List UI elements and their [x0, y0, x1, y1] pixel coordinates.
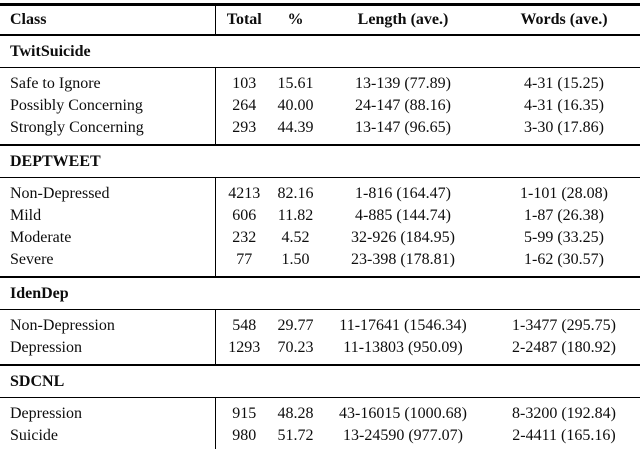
cell-total: 4213: [214, 177, 273, 205]
cell-length: 13-24590 (977.07): [343, 427, 463, 444]
section-title: SDCNL: [0, 364, 640, 398]
col-header-length: Length (ave.): [318, 4, 488, 36]
cell-class: Strongly Concerning: [10, 119, 144, 136]
col-header-total: Total: [214, 4, 273, 36]
cell-class: Depression: [10, 405, 82, 422]
cell-words: 1-62 (30.57): [524, 251, 604, 268]
cell-length: 32-926 (184.95): [351, 229, 455, 246]
cell-total: 548: [214, 309, 273, 337]
cell-words: 1-101 (28.08): [520, 185, 608, 202]
dataset-statistics-table: Class Total % Length (ave.) Words (ave.)…: [0, 3, 640, 449]
col-header-words: Words (ave.): [488, 4, 640, 36]
cell-percent: 1.50: [281, 251, 310, 268]
cell-length: 24-147 (88.16): [355, 97, 451, 114]
cell-length: 23-398 (178.81): [351, 251, 455, 268]
table-row: Severe 77 1.50 23-398 (178.81) 1-62 (30.…: [0, 249, 640, 277]
cell-class: Safe to Ignore: [10, 75, 101, 92]
header-row: Class Total % Length (ave.) Words (ave.): [0, 4, 640, 36]
table-row: Strongly Concerning 293 44.39 13-147 (96…: [0, 117, 640, 145]
cell-percent: 29.77: [277, 317, 314, 334]
col-header-class: Class: [0, 4, 215, 36]
section-header-row: SDCNL: [0, 364, 640, 398]
table-header: Class Total % Length (ave.) Words (ave.): [0, 4, 640, 36]
cell-class: Depression: [10, 339, 82, 356]
cell-total: 264: [214, 95, 273, 117]
cell-total: 1293: [214, 337, 273, 365]
cell-total: 77: [214, 249, 273, 277]
section-twitsuicide: TwitSuicide Safe to Ignore 103 15.61 13-…: [0, 34, 640, 145]
cell-class: Moderate: [10, 229, 72, 246]
cell-total: 232: [214, 227, 273, 249]
cell-percent: 70.23: [277, 339, 314, 356]
section-idendep: IdenDep Non-Depression 548 29.77 11-1764…: [0, 276, 640, 365]
cell-length: 4-885 (144.74): [355, 207, 451, 224]
cell-words: 8-3200 (192.84): [512, 405, 616, 422]
cell-total: 103: [214, 67, 273, 95]
table-row: Depression 915 48.28 43-16015 (1000.68) …: [0, 397, 640, 425]
cell-percent: 82.16: [277, 185, 314, 202]
cell-class: Severe: [10, 251, 54, 268]
cell-words: 4-31 (16.35): [524, 97, 604, 114]
cell-class: Non-Depressed: [10, 185, 110, 202]
table-row: Suicide 980 51.72 13-24590 (977.07) 2-44…: [0, 425, 640, 449]
section-header-row: TwitSuicide: [0, 34, 640, 68]
cell-words: 1-87 (26.38): [524, 207, 604, 224]
cell-words: 5-99 (33.25): [524, 229, 604, 246]
table-row: Non-Depression 548 29.77 11-17641 (1546.…: [0, 309, 640, 337]
cell-words: 2-2487 (180.92): [512, 339, 616, 356]
cell-percent: 11.82: [277, 207, 314, 224]
cell-percent: 48.28: [277, 405, 314, 422]
cell-words: 1-3477 (295.75): [512, 317, 616, 334]
cell-length: 1-816 (164.47): [355, 185, 451, 202]
table-row: Depression 1293 70.23 11-13803 (950.09) …: [0, 337, 640, 365]
cell-class: Possibly Concerning: [10, 97, 143, 114]
section-title: DEPTWEET: [0, 144, 640, 178]
cell-percent: 44.39: [277, 119, 314, 136]
cell-percent: 40.00: [277, 97, 314, 114]
table-row: Possibly Concerning 264 40.00 24-147 (88…: [0, 95, 640, 117]
cell-class: Non-Depression: [10, 317, 115, 334]
cell-length: 13-139 (77.89): [355, 75, 451, 92]
section-header-row: DEPTWEET: [0, 144, 640, 178]
cell-total: 980: [214, 425, 273, 449]
table-row: Safe to Ignore 103 15.61 13-139 (77.89) …: [0, 67, 640, 95]
table-row: Non-Depressed 4213 82.16 1-816 (164.47) …: [0, 177, 640, 205]
cell-words: 2-4411 (165.16): [512, 427, 616, 444]
table-row: Moderate 232 4.52 32-926 (184.95) 5-99 (…: [0, 227, 640, 249]
cell-total: 915: [214, 397, 273, 425]
cell-percent: 15.61: [277, 75, 314, 92]
section-title: TwitSuicide: [0, 34, 640, 68]
cell-length: 11-13803 (950.09): [343, 339, 463, 356]
cell-length: 43-16015 (1000.68): [339, 405, 467, 422]
section-sdcnl: SDCNL Depression 915 48.28 43-16015 (100…: [0, 364, 640, 449]
cell-words: 4-31 (15.25): [524, 75, 604, 92]
cell-class: Suicide: [10, 427, 58, 444]
cell-length: 11-17641 (1546.34): [339, 317, 467, 334]
section-title: IdenDep: [0, 276, 640, 310]
cell-class: Mild: [10, 207, 42, 224]
cell-length: 13-147 (96.65): [355, 119, 451, 136]
cell-percent: 4.52: [281, 229, 310, 246]
cell-total: 293: [214, 117, 273, 145]
col-header-percent: %: [273, 4, 318, 36]
cell-total: 606: [214, 205, 273, 227]
table-row: Mild 606 11.82 4-885 (144.74) 1-87 (26.3…: [0, 205, 640, 227]
cell-words: 3-30 (17.86): [524, 119, 604, 136]
section-header-row: IdenDep: [0, 276, 640, 310]
cell-percent: 51.72: [277, 427, 314, 444]
section-deptweet: DEPTWEET Non-Depressed 4213 82.16 1-816 …: [0, 144, 640, 277]
